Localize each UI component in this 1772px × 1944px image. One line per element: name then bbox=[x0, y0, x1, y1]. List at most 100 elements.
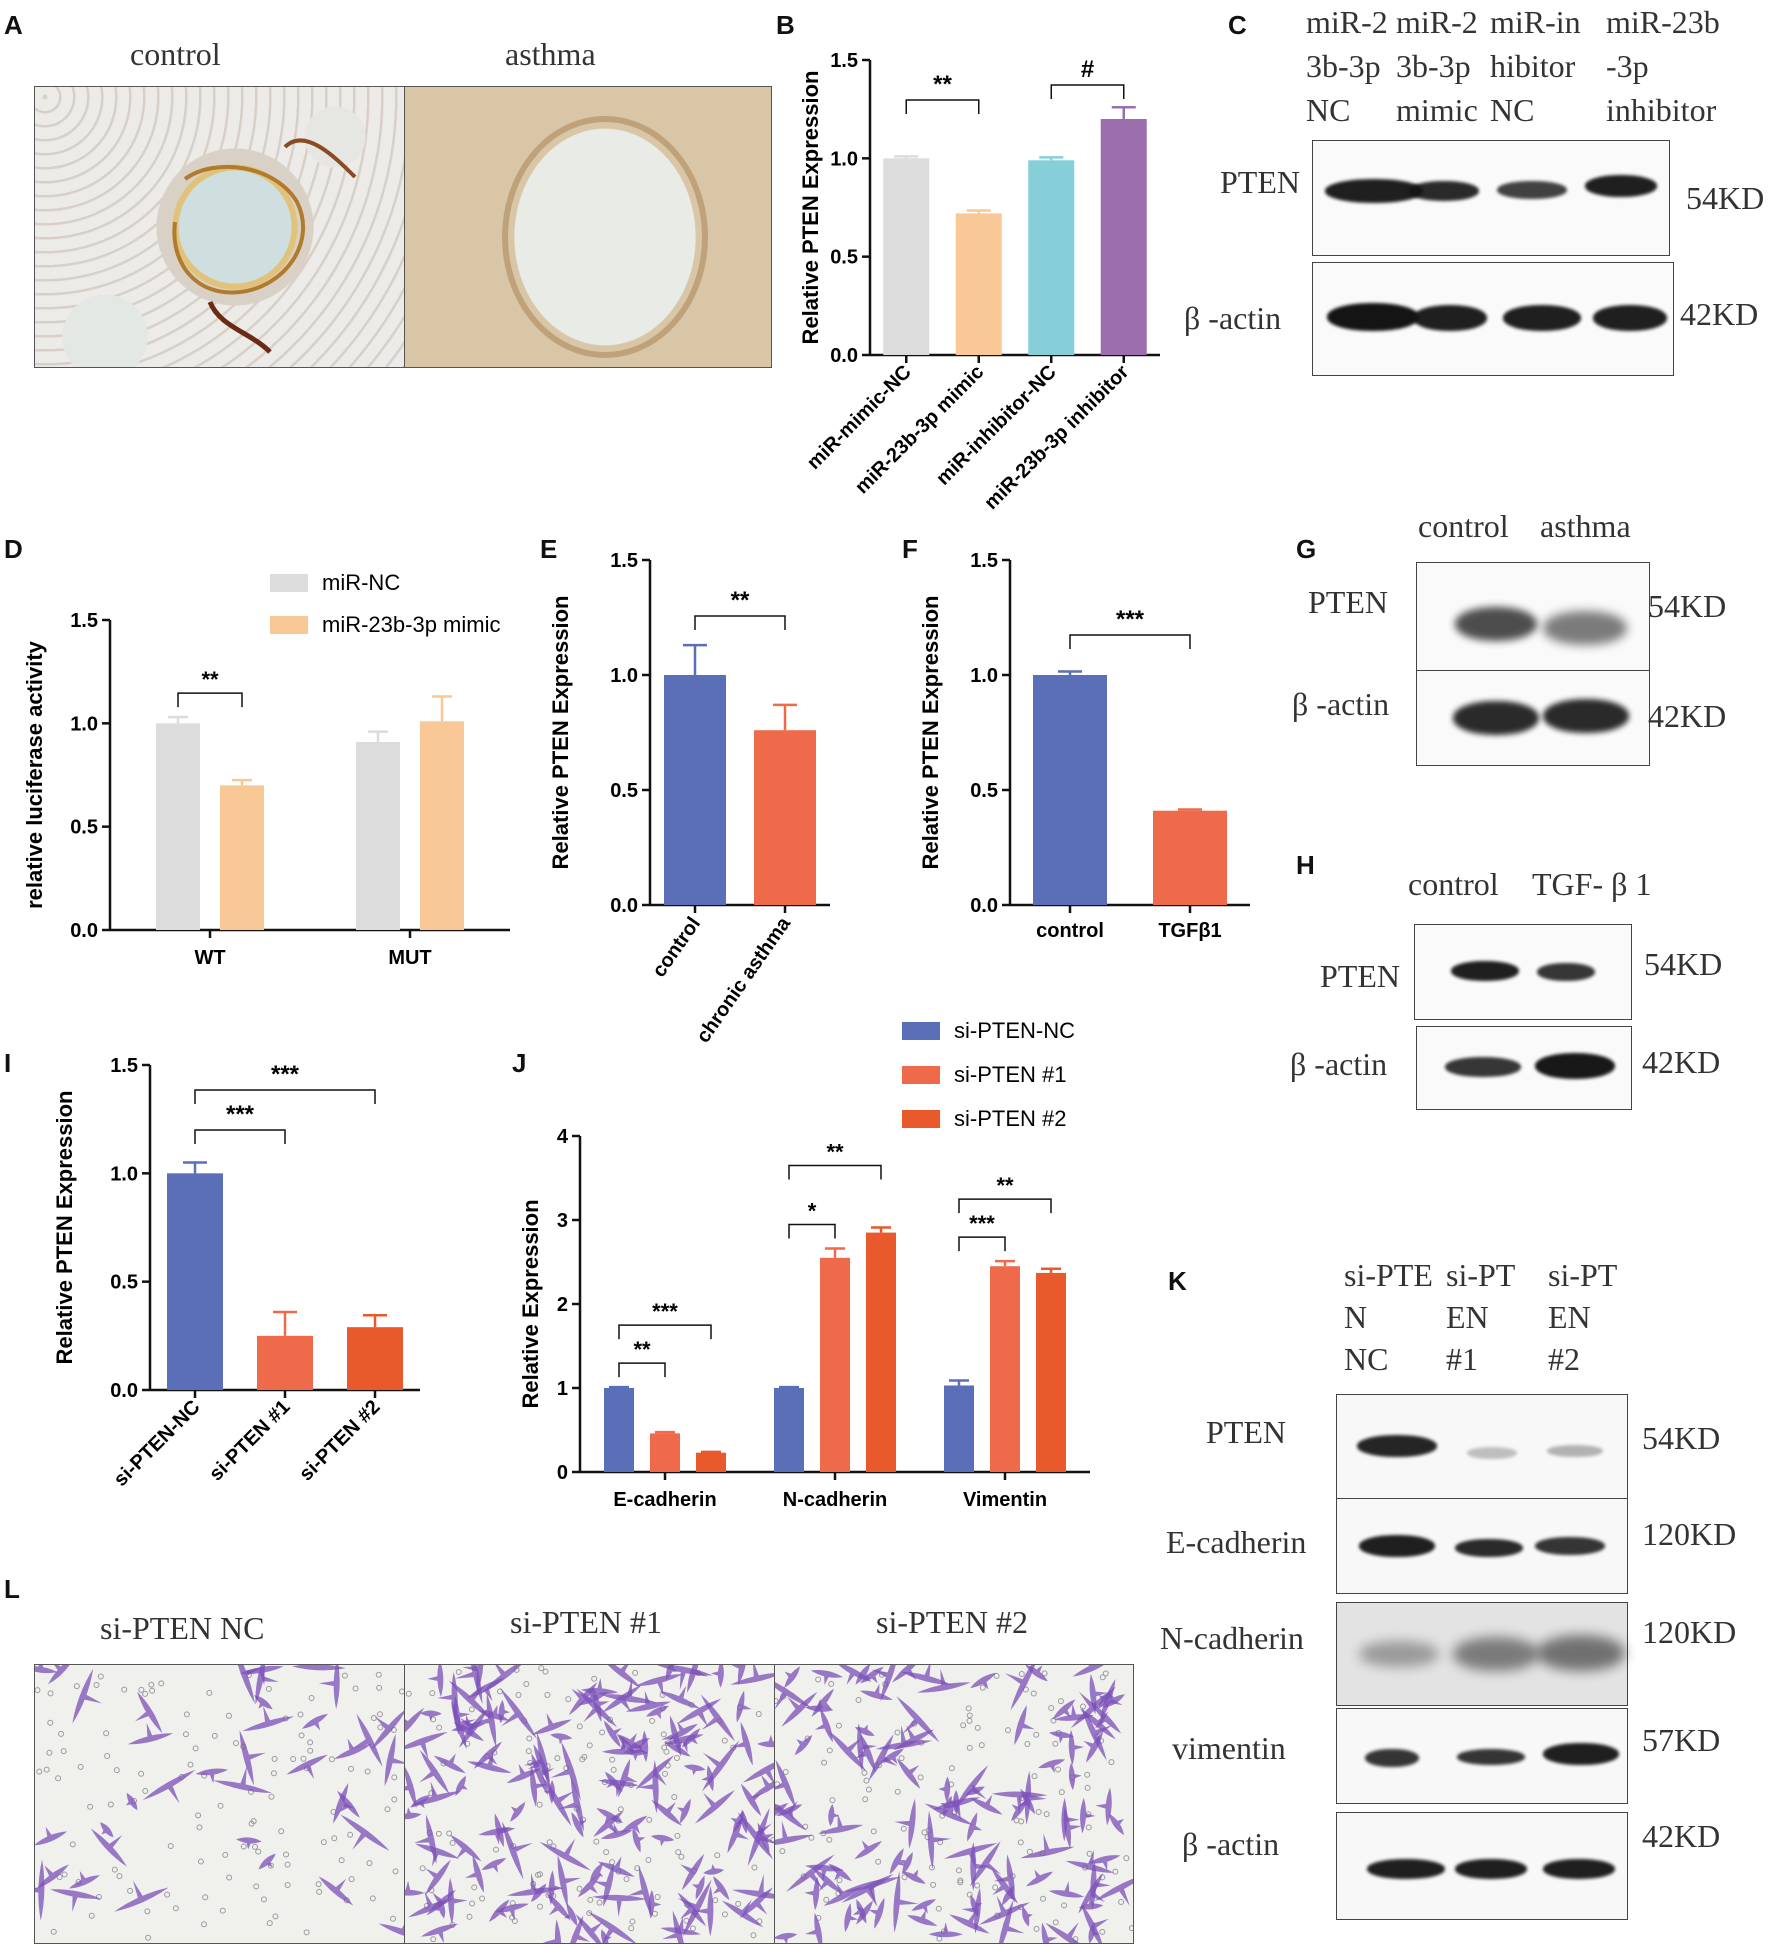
migrated-cell bbox=[472, 1693, 497, 1748]
pore bbox=[87, 1803, 94, 1810]
chart-b: 0.0 0.5 1.0 1.5 Relative PTEN Expression miR-… bbox=[798, 50, 1160, 514]
migrated-cell bbox=[828, 1730, 867, 1772]
pore bbox=[366, 1860, 373, 1867]
migrated-cell bbox=[710, 1665, 724, 1688]
blot-band bbox=[1585, 175, 1657, 197]
migrated-cell bbox=[632, 1827, 646, 1853]
blot-lane-label: miR-2 3b-3p mimic bbox=[1396, 0, 1478, 132]
pore bbox=[121, 1686, 128, 1693]
migrated-cell bbox=[775, 1759, 796, 1809]
bar bbox=[167, 1173, 223, 1390]
pore bbox=[1084, 1784, 1091, 1791]
migrated-cell bbox=[899, 1852, 913, 1875]
blot-lane-label-line: control bbox=[1408, 866, 1499, 902]
blot-band bbox=[1457, 1749, 1525, 1765]
bar bbox=[990, 1266, 1020, 1472]
pore bbox=[97, 1673, 104, 1680]
migrated-cell bbox=[1070, 1686, 1117, 1729]
pore bbox=[875, 1858, 882, 1865]
pore bbox=[579, 1756, 586, 1763]
pore bbox=[979, 1684, 986, 1691]
pore bbox=[935, 1905, 942, 1912]
migrated-cell bbox=[48, 1665, 75, 1685]
blot-lane-label-line: #1 bbox=[1446, 1341, 1478, 1377]
migrated-cell bbox=[970, 1672, 997, 1690]
pore bbox=[1099, 1928, 1106, 1935]
migrated-cell bbox=[35, 1859, 45, 1921]
pore bbox=[260, 1896, 267, 1903]
pore bbox=[315, 1881, 322, 1888]
y-tick-label: 0.0 bbox=[970, 895, 998, 917]
blot-row-label: PTEN bbox=[1206, 1414, 1286, 1450]
migrated-cell bbox=[550, 1733, 573, 1745]
pore bbox=[1099, 1674, 1106, 1681]
blot-lane-label: TGF- β 1 bbox=[1532, 866, 1651, 902]
migrated-cell bbox=[1052, 1699, 1076, 1720]
pore bbox=[645, 1857, 652, 1864]
blot-size-label: 42KD bbox=[1680, 296, 1759, 332]
migrated-cell bbox=[530, 1765, 549, 1807]
significance-label: *** bbox=[1116, 606, 1145, 633]
y-axis-title: Relative PTEN Expression bbox=[798, 71, 823, 345]
pore bbox=[894, 1729, 901, 1736]
bar bbox=[220, 785, 264, 930]
blot-band bbox=[1543, 1743, 1619, 1765]
significance-label: *** bbox=[652, 1299, 678, 1324]
pore bbox=[835, 1722, 842, 1729]
pore bbox=[55, 1775, 62, 1782]
pore bbox=[1005, 1727, 1012, 1734]
migrated-cell bbox=[1090, 1860, 1111, 1910]
pore bbox=[675, 1849, 682, 1856]
pore bbox=[307, 1739, 314, 1746]
blot-band bbox=[1327, 303, 1419, 331]
migrated-cell bbox=[794, 1735, 813, 1756]
migrated-cell bbox=[648, 1889, 662, 1919]
y-tick-label: 1.0 bbox=[830, 148, 858, 170]
micrograph-label-asthma: asthma bbox=[505, 36, 596, 72]
migrated-cell bbox=[593, 1810, 624, 1837]
migrated-cell bbox=[419, 1749, 450, 1795]
migrated-cell bbox=[664, 1734, 704, 1754]
significance-label: *** bbox=[226, 1101, 255, 1128]
y-tick-label: 4 bbox=[557, 1126, 569, 1148]
bar bbox=[347, 1327, 403, 1390]
significance-label: *** bbox=[969, 1211, 995, 1236]
pore bbox=[894, 1788, 901, 1795]
migrated-cell bbox=[90, 1828, 128, 1867]
migrated-cell bbox=[844, 1903, 858, 1933]
migrated-cell bbox=[448, 1877, 468, 1925]
pore bbox=[202, 1894, 209, 1901]
pore bbox=[58, 1730, 65, 1737]
pore bbox=[593, 1838, 600, 1845]
pore bbox=[370, 1714, 377, 1721]
migrated-cell bbox=[68, 1870, 101, 1889]
pore bbox=[1033, 1925, 1040, 1932]
bar bbox=[944, 1385, 974, 1472]
significance-bracket bbox=[958, 1236, 1006, 1252]
pore bbox=[1086, 1850, 1093, 1857]
migrated-cell bbox=[596, 1807, 624, 1825]
significance-label: ** bbox=[201, 667, 219, 692]
migrated-cell bbox=[727, 1814, 750, 1854]
pore bbox=[628, 1925, 635, 1932]
migrated-cell bbox=[823, 1882, 863, 1906]
chart-i: 0.0 0.5 1.0 1.5 Relative PTEN Expression si-P… bbox=[52, 1055, 420, 1491]
pore bbox=[392, 1868, 399, 1875]
significance-label: ** bbox=[633, 1337, 651, 1362]
migrated-cell bbox=[454, 1665, 483, 1705]
pore bbox=[1024, 1740, 1031, 1747]
migrated-cell bbox=[635, 1673, 684, 1697]
pore bbox=[1035, 1808, 1042, 1815]
blot-size-label: 42KD bbox=[1642, 1818, 1721, 1854]
migrated-cell bbox=[712, 1876, 730, 1901]
pore bbox=[47, 1690, 54, 1697]
y-tick-label: 1 bbox=[557, 1378, 568, 1400]
pore bbox=[1031, 1773, 1038, 1780]
blot-membrane bbox=[1336, 1498, 1628, 1594]
pore bbox=[469, 1900, 476, 1907]
migrated-cell bbox=[600, 1678, 659, 1704]
pore bbox=[1055, 1766, 1062, 1773]
panel-label-a: A bbox=[4, 10, 23, 40]
blot-lane-label: si-PT EN #2 bbox=[1548, 1254, 1617, 1380]
pore bbox=[183, 1711, 190, 1718]
